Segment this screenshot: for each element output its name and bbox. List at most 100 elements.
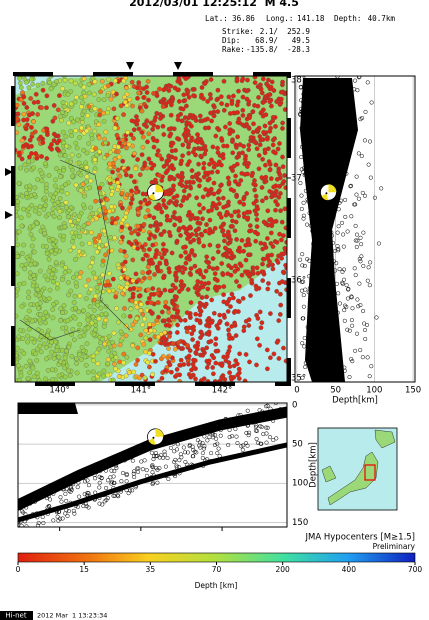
- hypocenter-dot: [229, 101, 235, 106]
- colorbar-tick-label: 15: [79, 565, 89, 574]
- hypocenter-dot: [283, 358, 287, 364]
- hypocenter-dot: [165, 191, 171, 197]
- hypocenter-dot: [81, 202, 86, 208]
- hypocenter-dot: [169, 250, 175, 256]
- hypocenter-dot: [253, 238, 259, 244]
- hypocenter-dot: [73, 140, 79, 146]
- hypocenter-dot: [232, 320, 237, 326]
- hypocenter-dot: [34, 358, 40, 363]
- hypocenter-dot: [90, 314, 96, 320]
- hypocenter-dot: [59, 118, 64, 123]
- hypocenter-dot: [166, 317, 171, 323]
- hypocenter-dot: [37, 343, 43, 349]
- section-dot: [71, 508, 76, 513]
- hypocenter-dot: [120, 291, 125, 296]
- slab-band-lower: [18, 442, 287, 523]
- hypocenter-dot: [169, 288, 175, 293]
- hypocenter-dot: [159, 209, 165, 215]
- hypocenter-dot: [192, 252, 197, 258]
- section-dot: [140, 449, 145, 454]
- hypocenter-dot: [218, 224, 224, 230]
- hypocenter-dot: [86, 82, 92, 87]
- hypocenter-dot: [183, 76, 189, 81]
- hypocenter-dot: [199, 232, 205, 238]
- hypocenter-dot: [273, 124, 278, 129]
- section-dot: [299, 288, 305, 293]
- hypocenter-dot: [134, 121, 140, 127]
- hypocenter-dot: [96, 122, 102, 127]
- hypocenter-dot: [181, 188, 187, 194]
- hypocenter-dot: [69, 354, 75, 359]
- hypocenter-dot: [201, 274, 206, 280]
- section-dot: [200, 441, 205, 446]
- hypocenter-dot: [282, 173, 287, 178]
- section-dot: [329, 233, 335, 238]
- section-dot: [168, 445, 173, 450]
- section-dot: [210, 430, 215, 435]
- hypocenter-dot: [150, 127, 155, 132]
- hypocenter-dot: [62, 270, 68, 275]
- hypocenter-dot: [196, 226, 201, 231]
- hypocenter-dot: [268, 176, 274, 181]
- hypocenter-dot: [146, 156, 152, 162]
- hypocenter-dot: [67, 218, 73, 224]
- section-dot: [358, 303, 363, 308]
- section-dot: [310, 318, 315, 323]
- hypocenter-dot: [108, 96, 114, 102]
- hypocenter-dot: [157, 112, 163, 117]
- section-dot: [197, 443, 202, 448]
- section-dot: [189, 462, 194, 467]
- hypocenter-dot: [55, 200, 61, 205]
- hypocenter-dot: [236, 182, 242, 187]
- hypocenter-dot: [135, 345, 141, 351]
- hypocenter-dot: [254, 336, 260, 342]
- section-dot: [333, 135, 338, 140]
- hypocenter-dot: [67, 373, 73, 378]
- hypocenter-dot: [131, 136, 136, 141]
- hypocenter-dot: [246, 252, 251, 258]
- section-dot: [349, 294, 354, 299]
- section-dot: [314, 330, 320, 335]
- section-dot: [326, 241, 331, 246]
- colorbar-tick-label: 700: [408, 565, 423, 574]
- section-dot: [302, 344, 307, 349]
- hypocenter-dot: [222, 238, 227, 244]
- hypocenter-dot: [279, 219, 285, 225]
- hypocenter-dot: [211, 371, 216, 377]
- hypocenter-dot: [254, 362, 259, 368]
- hypocenter-dot: [153, 358, 158, 364]
- hypocenter-dot: [201, 165, 207, 171]
- section-dot: [303, 144, 309, 149]
- hypocenter-dot: [120, 234, 125, 240]
- hypocenter-dot: [91, 297, 97, 303]
- section-dot: [162, 449, 167, 454]
- hypocenter-dot: [216, 211, 222, 217]
- section-dot: [341, 167, 346, 172]
- hypocenter-dot: [277, 141, 282, 146]
- section-dot: [301, 216, 306, 221]
- hypocenter-dot: [49, 248, 54, 254]
- hypocenter-dot: [245, 238, 251, 243]
- section-dot: [149, 450, 154, 455]
- hypocenter-dot: [99, 78, 105, 84]
- hypocenter-dot: [27, 154, 32, 160]
- section-dot: [302, 166, 307, 171]
- section-dot: [140, 467, 145, 472]
- section-dot: [157, 466, 162, 471]
- legend-title: JMA Hypocenters [M≥1.5]: [305, 533, 415, 543]
- hypocenter-dot: [109, 192, 114, 197]
- hypocenter-dot: [255, 270, 261, 276]
- hypocenter-dot: [200, 284, 206, 290]
- x-tick-label: 141°: [131, 386, 151, 396]
- hypocenter-dot: [146, 97, 151, 103]
- hypocenter-dot: [154, 228, 160, 233]
- section-dot: [314, 112, 319, 117]
- hypocenter-dot: [239, 171, 245, 176]
- hypocenter-dot: [64, 205, 69, 210]
- section-dot: [317, 228, 322, 233]
- hypocenter-dot: [122, 94, 127, 100]
- section-dot: [299, 279, 304, 285]
- hypocenter-dot: [116, 319, 121, 325]
- hypocenter-dot: [163, 368, 168, 373]
- hypocenter-dot: [92, 157, 98, 163]
